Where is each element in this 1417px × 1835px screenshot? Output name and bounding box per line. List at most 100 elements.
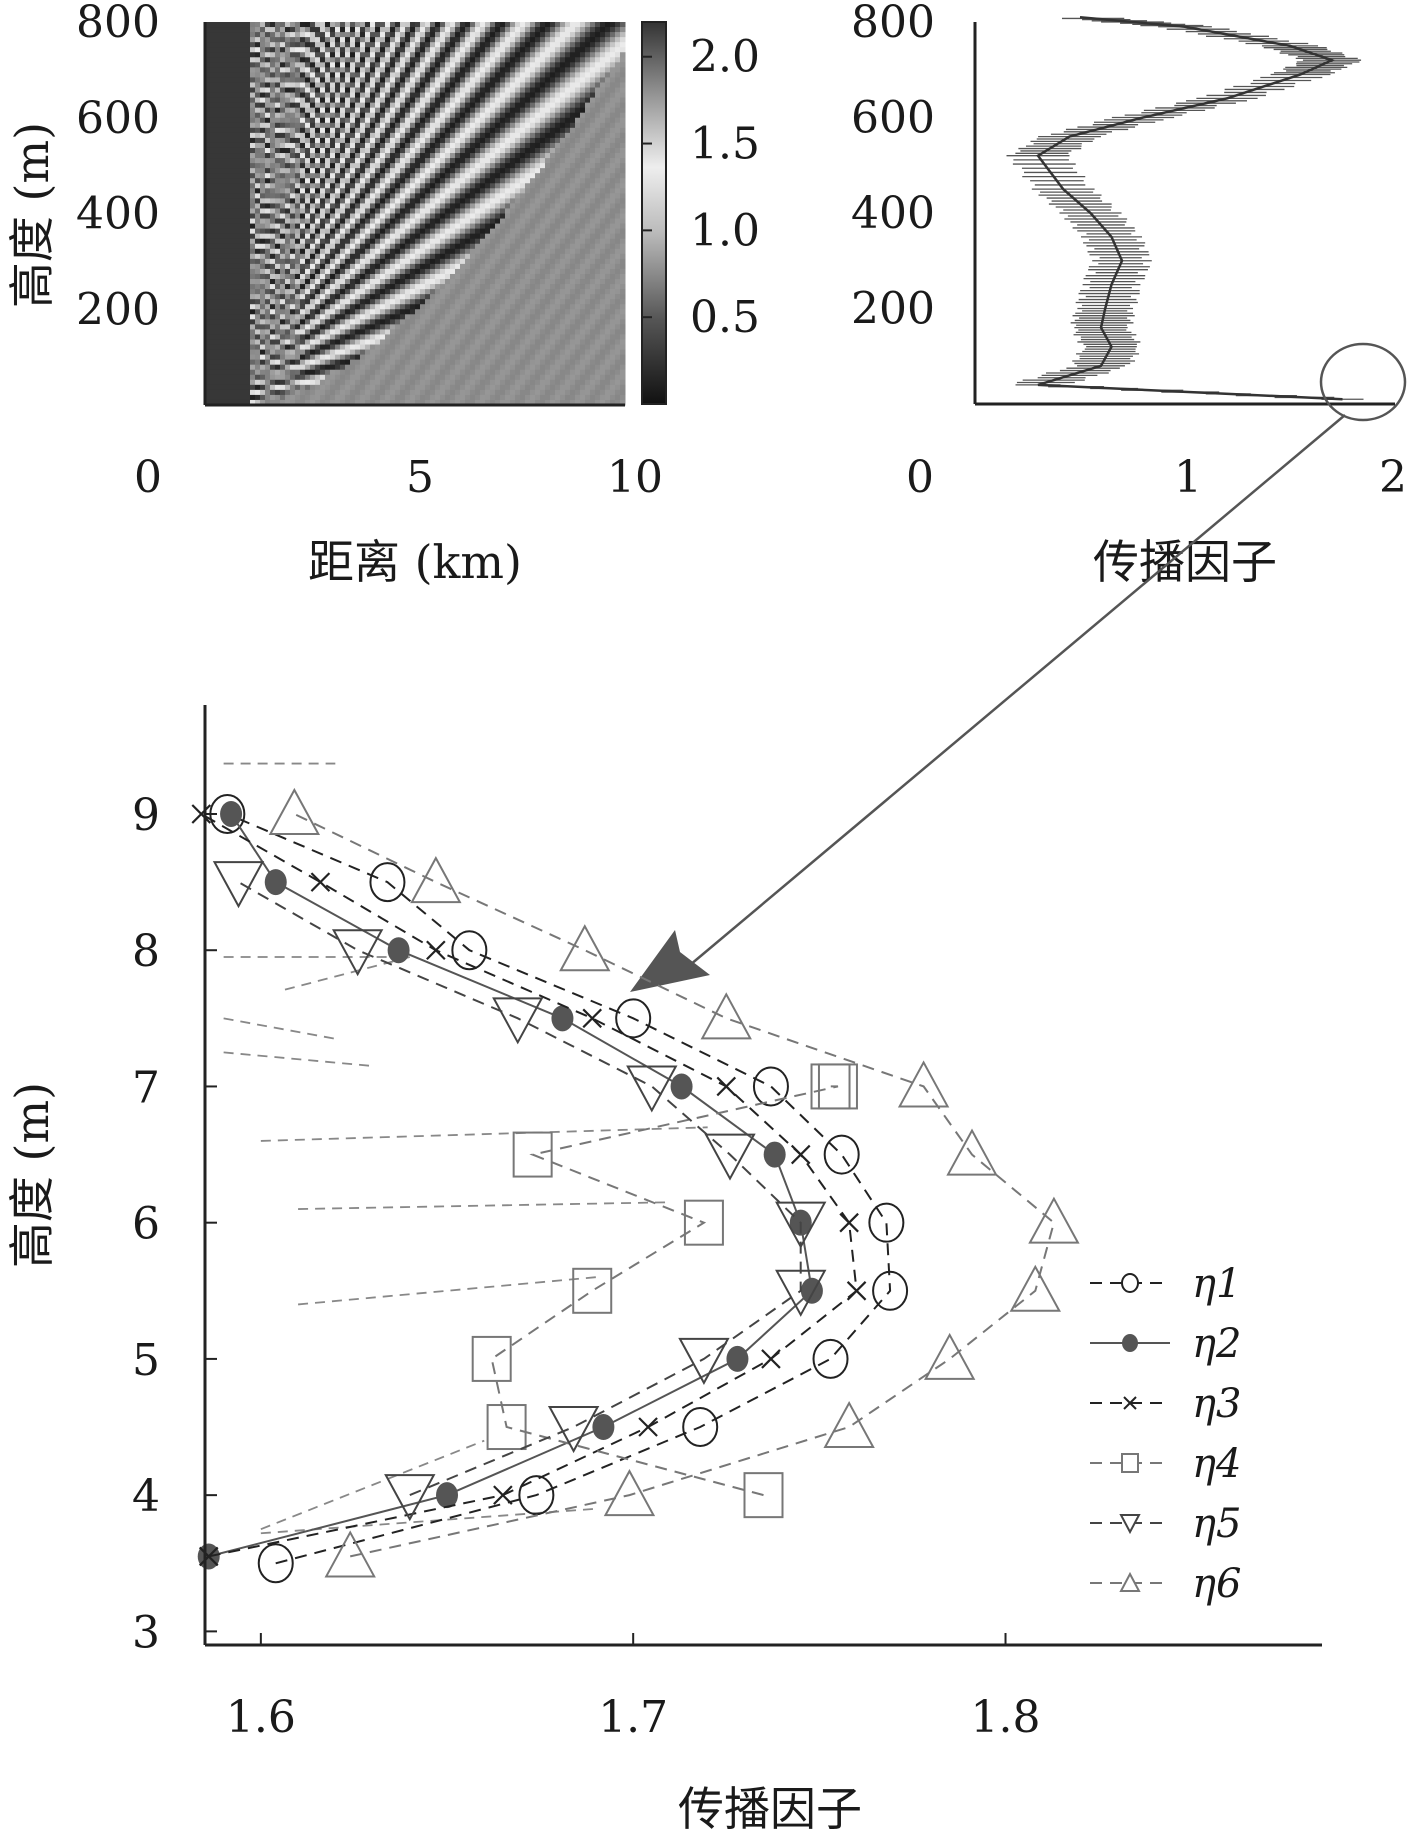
- heatmap-cell: [470, 52, 476, 58]
- heatmap-cell: [300, 263, 306, 270]
- heatmap-cell: [465, 72, 471, 78]
- heatmap-cell: [345, 77, 351, 83]
- heatmap-cell: [515, 268, 521, 275]
- heatmap-cell: [205, 329, 211, 335]
- heatmap-cell: [470, 82, 476, 89]
- heatmap-cell: [340, 324, 346, 330]
- heatmap-cell: [220, 97, 226, 104]
- heatmap-cell: [450, 394, 456, 401]
- heatmap-cell: [280, 344, 286, 351]
- heatmap-cell: [470, 117, 476, 124]
- heatmap-cell: [305, 163, 311, 169]
- heatmap-cell: [510, 369, 516, 376]
- heatmap-cell: [490, 193, 496, 199]
- heatmap-cell: [450, 399, 456, 406]
- heatmap-cell: [295, 339, 301, 346]
- heatmap-cell: [210, 67, 216, 73]
- heatmap-cell: [365, 319, 371, 325]
- heatmap-cell: [310, 117, 316, 124]
- heatmap-cell: [215, 122, 221, 129]
- heatmap-cell: [530, 153, 536, 159]
- heatmap-cell: [365, 158, 371, 164]
- heatmap-cell: [395, 193, 401, 199]
- heatmap-cell: [275, 57, 281, 63]
- heatmap-cell: [520, 62, 526, 68]
- heatmap-cell: [345, 279, 351, 285]
- heatmap-cell: [205, 173, 211, 179]
- heatmap-cell: [465, 309, 471, 315]
- heatmap-cell: [495, 263, 501, 270]
- heatmap-cell: [350, 77, 356, 83]
- heatmap-cell: [295, 158, 301, 164]
- heatmap-cell: [320, 268, 326, 275]
- heatmap-cell: [455, 67, 461, 73]
- heatmap-cell: [510, 374, 516, 381]
- heatmap-cell: [450, 198, 456, 204]
- heatmap-cell: [275, 399, 281, 406]
- heatmap-cell: [380, 213, 386, 220]
- heatmap-cell: [470, 193, 476, 199]
- heatmap-cell: [375, 32, 381, 38]
- heatmap-cell: [210, 334, 216, 340]
- heatmap-cell: [230, 92, 236, 99]
- heatmap-cell: [205, 258, 211, 265]
- heatmap-cell: [225, 279, 231, 285]
- heatmap-cell: [455, 349, 461, 356]
- heatmap-cell: [440, 339, 446, 346]
- heatmap-cell: [335, 188, 341, 194]
- heatmap-cell: [290, 102, 296, 109]
- heatmap-cell: [480, 289, 486, 295]
- heatmap-cell: [265, 223, 271, 230]
- heatmap-cell: [285, 258, 291, 265]
- heatmap-cell: [355, 399, 361, 406]
- heatmap-cell: [335, 32, 341, 38]
- heatmap-cell: [465, 122, 471, 129]
- heatmap-cell: [425, 329, 431, 335]
- heatmap-cell: [340, 304, 346, 310]
- heatmap-cell: [230, 228, 236, 235]
- heatmap-cell: [455, 82, 461, 89]
- heatmap-cell: [410, 253, 416, 260]
- heatmap-cell: [270, 163, 276, 169]
- heatmap-cell: [210, 289, 216, 295]
- heatmap-cell: [235, 273, 241, 280]
- heatmap-cell: [490, 304, 496, 310]
- heatmap-cell: [340, 268, 346, 275]
- heatmap-cell: [390, 374, 396, 381]
- heatmap-cell: [425, 122, 431, 129]
- heatmap-cell: [300, 77, 306, 83]
- heatmap-cell: [325, 52, 331, 58]
- heatmap-cell: [285, 62, 291, 68]
- heatmap-cell: [310, 304, 316, 310]
- heatmap-cell: [300, 153, 306, 159]
- heatmap-cell: [380, 62, 386, 68]
- heatmap-cell: [335, 47, 341, 53]
- heatmap-cell: [205, 27, 211, 33]
- heatmap-cell: [300, 107, 306, 114]
- heatmap-cell: [345, 178, 351, 184]
- heatmap-cell: [340, 379, 346, 386]
- heatmap-cell: [320, 147, 326, 154]
- heatmap-cell: [385, 394, 391, 401]
- heatmap-cell: [230, 309, 236, 315]
- heatmap-cell: [485, 117, 491, 124]
- heatmap-cell: [330, 299, 336, 305]
- heatmap-cell: [465, 82, 471, 89]
- heatmap-cell: [395, 198, 401, 204]
- heatmap-cell: [520, 248, 526, 255]
- heatmap-cell: [255, 279, 261, 285]
- heatmap-cell: [325, 127, 331, 134]
- heatmap-cell: [510, 107, 516, 114]
- heatmap-cell: [370, 394, 376, 401]
- heatmap-cell: [395, 334, 401, 340]
- heatmap-cell: [450, 137, 456, 144]
- heatmap-cell: [240, 193, 246, 199]
- heatmap-cell: [265, 314, 271, 320]
- heatmap-cell: [450, 238, 456, 245]
- heatmap-cell: [340, 122, 346, 129]
- heatmap-cell: [330, 238, 336, 245]
- heatmap-cell: [260, 279, 266, 285]
- heatmap-cell: [530, 279, 536, 285]
- heatmap-cell: [420, 188, 426, 194]
- heatmap-cell: [450, 359, 456, 366]
